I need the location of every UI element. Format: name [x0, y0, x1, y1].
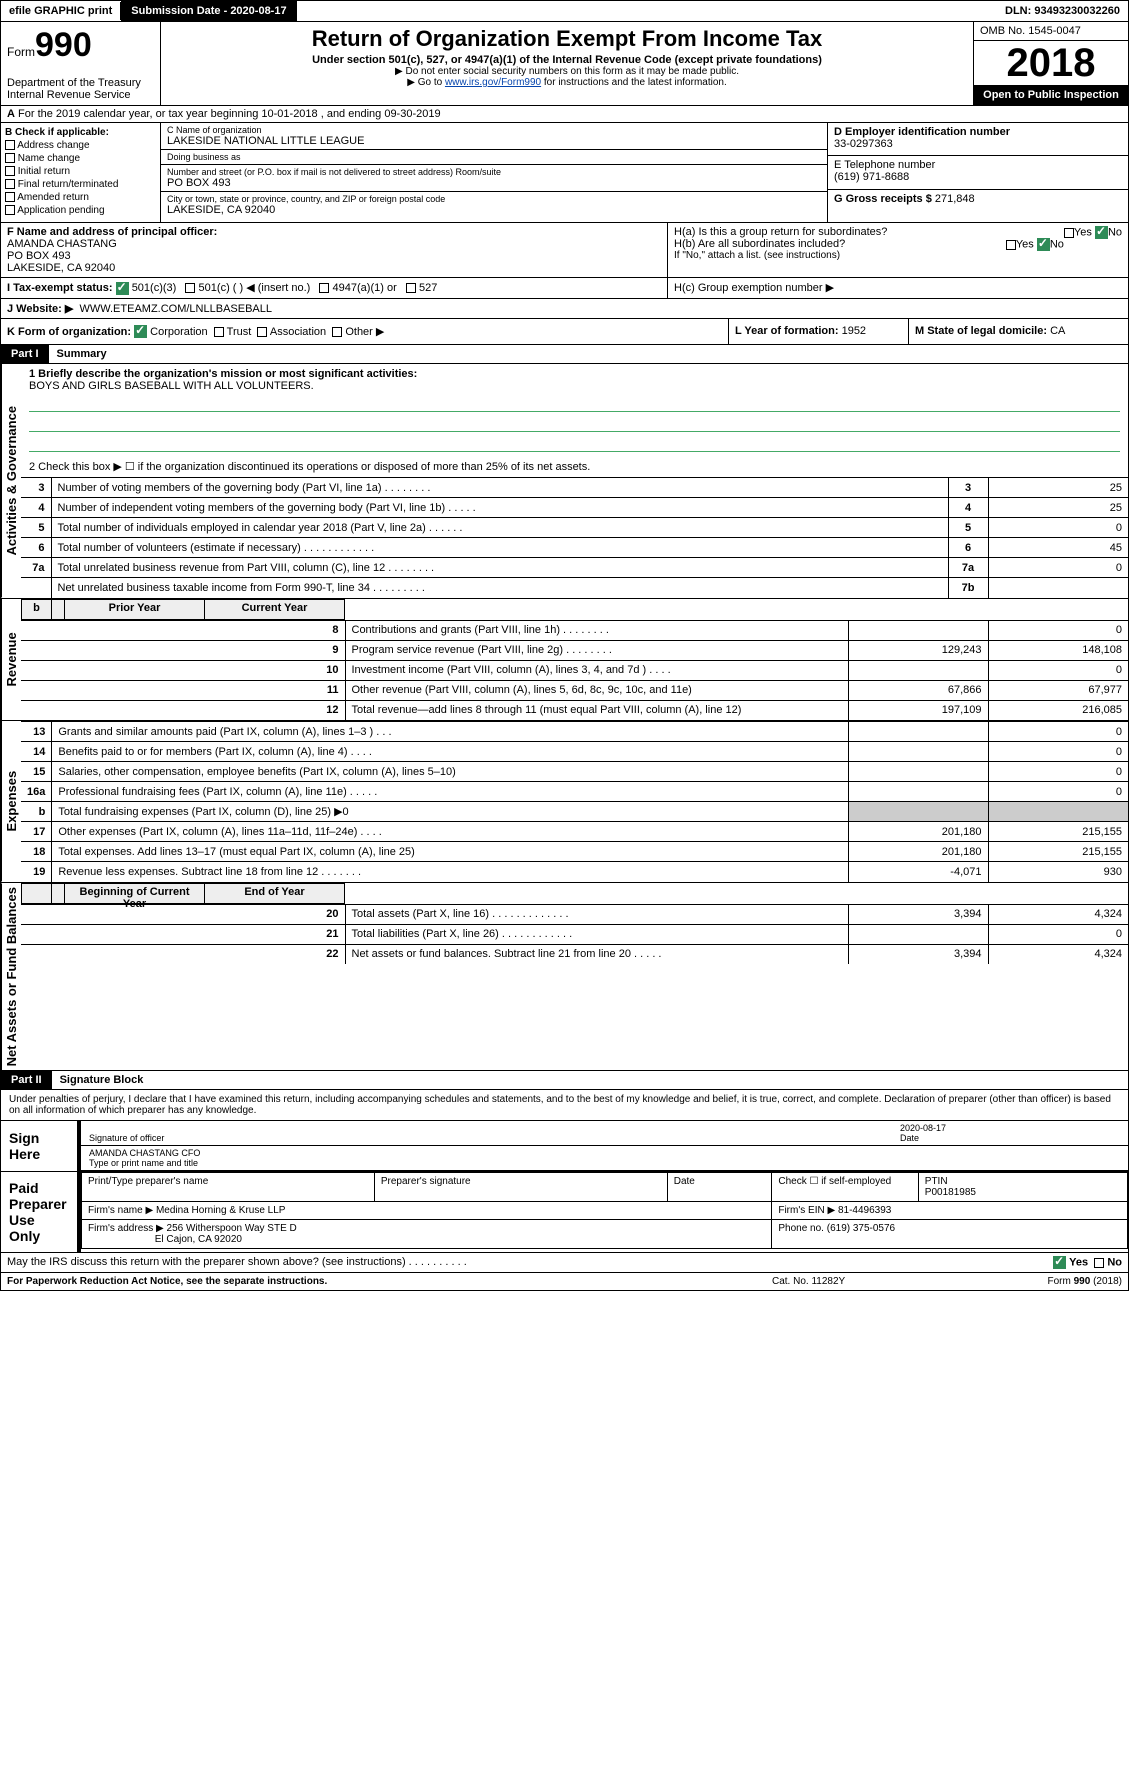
org-city: LAKESIDE, CA 92040 — [167, 204, 821, 216]
org-name: LAKESIDE NATIONAL LITTLE LEAGUE — [167, 135, 821, 147]
org-address: PO BOX 493 — [167, 177, 821, 189]
tax-status-row: I Tax-exempt status: 501(c)(3) 501(c) ( … — [0, 278, 1129, 299]
501c3-check — [116, 282, 129, 295]
signature-area: Under penalties of perjury, I declare th… — [0, 1090, 1129, 1253]
tax-period: A For the 2019 calendar year, or tax yea… — [0, 106, 1129, 123]
net-assets-section: Net Assets or Fund Balances Beginning of… — [0, 883, 1129, 1071]
vtab-revenue: Revenue — [1, 599, 21, 721]
dln: DLN: 93493230032260 — [997, 2, 1128, 20]
gross-receipts: 271,848 — [935, 193, 975, 205]
part2-header: Part II Signature Block — [0, 1071, 1129, 1090]
box-c: C Name of organization LAKESIDE NATIONAL… — [161, 123, 828, 222]
firm-phone: (619) 375-0576 — [827, 1223, 895, 1234]
vtab-expenses: Expenses — [1, 721, 21, 882]
website-row: J Website: ▶ WWW.ETEAMZ.COM/LNLLBASEBALL — [0, 299, 1129, 319]
ein: 33-0297363 — [834, 138, 1122, 150]
tax-year: 2018 — [974, 41, 1128, 85]
paid-preparer-label: Paid Preparer Use Only — [1, 1172, 81, 1252]
vtab-net: Net Assets or Fund Balances — [1, 883, 21, 1070]
instructions-link[interactable]: www.irs.gov/Form990 — [445, 77, 541, 88]
form-title: Return of Organization Exempt From Incom… — [165, 26, 969, 52]
box-g: G Gross receipts $ 271,848 — [828, 190, 1128, 222]
vtab-activities: Activities & Governance — [1, 364, 21, 598]
expenses-table: 13Grants and similar amounts paid (Part … — [21, 721, 1128, 882]
officer-name: AMANDA CHASTANG — [7, 238, 661, 250]
form-number: Form990 — [7, 26, 154, 65]
preparer-table: Print/Type preparer's name Preparer's si… — [81, 1172, 1128, 1249]
submission-date-btn[interactable]: Submission Date - 2020-08-17 — [121, 1, 297, 21]
form-org-row: K Form of organization: Corporation Trus… — [0, 319, 1129, 346]
activities-governance: Activities & Governance 1 Briefly descri… — [0, 364, 1129, 599]
net-assets-table: Beginning of Current YearEnd of Year20To… — [21, 883, 1128, 965]
officer-name-title: AMANDA CHASTANG CFO — [89, 1148, 200, 1158]
irs-discuss: May the IRS discuss this return with the… — [0, 1253, 1129, 1273]
dept-label: Department of the Treasury Internal Reve… — [7, 77, 154, 101]
top-bar: efile GRAPHIC print Submission Date - 20… — [0, 0, 1129, 22]
officer-block: F Name and address of principal officer:… — [0, 223, 1129, 278]
omb-number: OMB No. 1545-0047 — [974, 22, 1128, 41]
box-h: H(a) Is this a group return for subordin… — [668, 223, 1128, 277]
part1-header: Part I Summary — [0, 345, 1129, 364]
box-b: B Check if applicable: Address change Na… — [1, 123, 161, 222]
open-public: Open to Public Inspection — [974, 85, 1128, 105]
perjury-text: Under penalties of perjury, I declare th… — [1, 1090, 1128, 1120]
expenses-section: Expenses 13Grants and similar amounts pa… — [0, 721, 1129, 883]
sign-date: 2020-08-17 — [900, 1123, 946, 1133]
form-header: Form990 Department of the Treasury Inter… — [0, 22, 1129, 106]
governance-table: 3Number of voting members of the governi… — [21, 477, 1128, 598]
form-note2: ▶ Go to www.irs.gov/Form990 for instruct… — [165, 77, 969, 88]
domicile: CA — [1050, 325, 1065, 337]
firm-name: Medina Horning & Kruse LLP — [156, 1205, 286, 1216]
box-d: D Employer identification number 33-0297… — [828, 123, 1128, 156]
box-e: E Telephone number (619) 971-8688 — [828, 156, 1128, 189]
firm-ein: 81-4496393 — [838, 1205, 891, 1216]
ptin: P00181985 — [925, 1187, 976, 1198]
phone: (619) 971-8688 — [834, 171, 1122, 183]
revenue-section: Revenue bPrior YearCurrent Year8Contribu… — [0, 599, 1129, 722]
entity-block: B Check if applicable: Address change Na… — [0, 123, 1129, 223]
revenue-table: bPrior YearCurrent Year8Contributions an… — [21, 599, 1128, 721]
year-formed: 1952 — [842, 325, 866, 337]
page-footer: For Paperwork Reduction Act Notice, see … — [0, 1273, 1129, 1291]
website: WWW.ETEAMZ.COM/LNLLBASEBALL — [79, 303, 272, 315]
mission-text: BOYS AND GIRLS BASEBALL WITH ALL VOLUNTE… — [29, 380, 1120, 392]
form-note1: ▶ Do not enter social security numbers o… — [165, 66, 969, 77]
form-subtitle: Under section 501(c), 527, or 4947(a)(1)… — [165, 54, 969, 66]
efile-label[interactable]: efile GRAPHIC print — [1, 2, 121, 20]
sign-here-label: Sign Here — [1, 1121, 81, 1171]
